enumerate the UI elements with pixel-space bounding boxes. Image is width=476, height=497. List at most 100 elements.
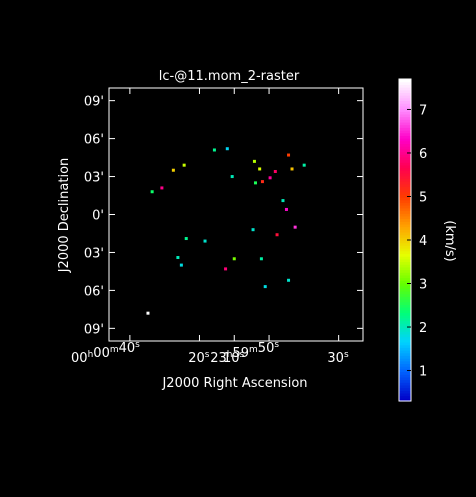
colorbar-segment bbox=[399, 213, 411, 217]
colorbar-segment bbox=[399, 277, 411, 281]
colorbar-segment bbox=[399, 250, 411, 255]
colorbar-segment bbox=[399, 146, 411, 150]
colorbar: 1 2 3 4 5 6 7 bbox=[398, 78, 427, 402]
data-point bbox=[258, 167, 262, 171]
y-tick-label: 09' bbox=[84, 95, 104, 110]
colorbar-tick-label: 3 bbox=[419, 278, 427, 293]
colorbar-segment bbox=[399, 108, 411, 112]
colorbar-segment bbox=[399, 248, 411, 252]
data-point bbox=[150, 190, 154, 194]
colorbar-segment bbox=[399, 312, 411, 316]
colorbar-tick-label: 5 bbox=[419, 190, 427, 205]
data-point bbox=[230, 175, 234, 179]
colorbar-segment bbox=[399, 95, 411, 99]
colorbar-tick-label: 6 bbox=[419, 147, 427, 162]
colorbar-segment bbox=[399, 288, 411, 292]
data-point bbox=[287, 153, 291, 157]
y-tick-label: 03' bbox=[84, 171, 104, 186]
colorbar-segment bbox=[399, 347, 411, 351]
colorbar-segment bbox=[399, 205, 411, 209]
colorbar-segment bbox=[399, 341, 411, 346]
colorbar-segment bbox=[399, 172, 411, 177]
colorbar-segment bbox=[399, 116, 411, 120]
colorbar-segment bbox=[399, 392, 411, 397]
colorbar-segment bbox=[399, 339, 411, 343]
y-tick-label: 06' bbox=[84, 284, 104, 299]
colorbar-segment bbox=[399, 186, 411, 190]
colorbar-segment bbox=[399, 234, 411, 238]
colorbar-segment bbox=[399, 315, 411, 319]
data-point bbox=[268, 176, 272, 180]
y-axis-label: J2000 Declination bbox=[57, 158, 72, 274]
colorbar-segment bbox=[399, 140, 411, 144]
colorbar-segment bbox=[399, 320, 411, 324]
colorbar-segment bbox=[399, 210, 411, 214]
colorbar-segment bbox=[399, 167, 411, 171]
colorbar-segment bbox=[399, 398, 411, 402]
colorbar-segment bbox=[399, 285, 411, 289]
colorbar-tick-label: 7 bbox=[419, 103, 427, 118]
data-point bbox=[260, 180, 264, 184]
colorbar-segment bbox=[399, 197, 411, 201]
colorbar-label: (km/s) bbox=[442, 220, 457, 262]
colorbar-segment bbox=[399, 175, 411, 179]
colorbar-segment bbox=[399, 274, 411, 279]
colorbar-segment bbox=[399, 258, 411, 263]
colorbar-segment bbox=[399, 229, 411, 233]
colorbar-segment bbox=[399, 79, 411, 83]
colorbar-segment bbox=[399, 355, 411, 359]
colorbar-segment bbox=[399, 336, 411, 340]
colorbar-segment bbox=[399, 331, 411, 335]
colorbar-segment bbox=[399, 156, 411, 161]
data-point bbox=[259, 257, 263, 261]
data-point bbox=[287, 278, 291, 282]
colorbar-tick-label: 1 bbox=[419, 365, 427, 380]
colorbar-segment bbox=[399, 189, 411, 193]
colorbar-segment bbox=[399, 97, 411, 102]
data-point bbox=[284, 207, 288, 211]
colorbar-segment bbox=[399, 194, 411, 198]
colorbar-segment bbox=[399, 280, 411, 284]
colorbar-segment bbox=[399, 100, 411, 104]
colorbar-segment bbox=[399, 113, 411, 118]
data-point bbox=[263, 285, 267, 289]
colorbar-segment bbox=[399, 151, 411, 155]
colorbar-segment bbox=[399, 237, 411, 241]
colorbar-segment bbox=[399, 218, 411, 222]
colorbar-segment bbox=[399, 87, 411, 91]
colorbar-segment bbox=[399, 317, 411, 322]
colorbar-segment bbox=[399, 301, 411, 305]
colorbar-segment bbox=[399, 135, 411, 139]
data-point bbox=[293, 225, 297, 229]
colorbar-segment bbox=[399, 368, 411, 373]
colorbar-segment bbox=[399, 119, 411, 123]
colorbar-segment bbox=[399, 84, 411, 88]
colorbar-segment bbox=[399, 304, 411, 308]
colorbar-segment bbox=[399, 226, 411, 230]
colorbar-segment bbox=[399, 245, 411, 249]
colorbar-segment bbox=[399, 350, 411, 354]
colorbar-segment bbox=[399, 382, 411, 386]
data-point bbox=[184, 237, 188, 241]
colorbar-segment bbox=[399, 328, 411, 332]
colorbar-segment bbox=[399, 129, 411, 134]
colorbar-segment bbox=[399, 89, 411, 94]
colorbar-segment bbox=[399, 269, 411, 273]
colorbar-segment bbox=[399, 148, 411, 153]
colorbar-segment bbox=[399, 379, 411, 383]
colorbar-segment bbox=[399, 366, 411, 370]
colorbar-segment bbox=[399, 231, 411, 236]
colorbar-segment bbox=[399, 162, 411, 166]
data-point bbox=[273, 169, 277, 173]
colorbar-segment bbox=[399, 105, 411, 110]
colorbar-segment bbox=[399, 371, 411, 375]
colorbar-segment bbox=[399, 384, 411, 389]
colorbar-segment bbox=[399, 124, 411, 128]
colorbar-segment bbox=[399, 138, 411, 142]
y-tick-label: 09' bbox=[84, 322, 104, 337]
colorbar-segment bbox=[399, 360, 411, 365]
colorbar-tick-label: 2 bbox=[419, 321, 427, 336]
colorbar-segment bbox=[399, 132, 411, 136]
colorbar-segment bbox=[399, 121, 411, 126]
